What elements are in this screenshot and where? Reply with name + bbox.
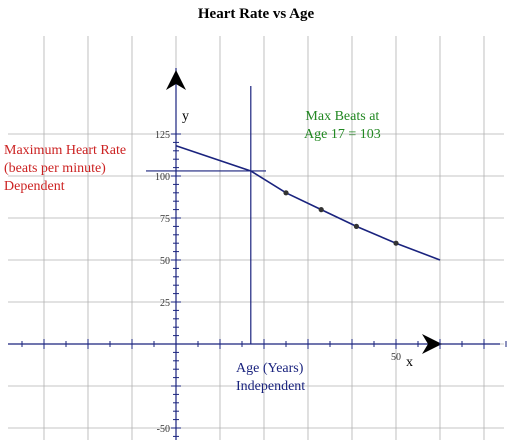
chart-title: Heart Rate vs Age [197,6,315,22]
y-tick-label: 50 [160,256,170,267]
data-point [393,240,399,246]
y-axis-caption-line: Dependent [4,179,65,194]
x-tick-label: 50 [391,352,401,363]
y-axis-caption-line: (beats per minute) [4,161,106,176]
data-point [353,223,359,229]
axes [8,68,507,440]
y-tick-label: -50 [157,424,170,435]
data-point [318,207,324,213]
y-axis-caption-line: Maximum Heart Rate [4,143,127,158]
x-axis-label: x [406,355,413,370]
x-axis-arrowhead [422,334,442,354]
y-tick-label: 125 [155,130,170,141]
y-axis-caption: Maximum Heart Rate (beats per minute) De… [4,142,126,196]
x-axis-caption-line: Independent [236,379,306,394]
x-axis-caption-line: Age (Years) [236,361,304,376]
y-tick-label: 100 [155,172,170,183]
data-marks [146,86,441,344]
y-tick-label: 25 [160,298,170,309]
annotation: Max Beats at Age 17 = 103 [304,108,381,144]
y-tick-label: 75 [160,214,170,225]
x-axis-caption: Age (Years) Independent [236,360,305,396]
annotation-line: Max Beats at [305,109,380,124]
y-axis-arrowhead [166,70,186,90]
y-axis-label: y [182,109,189,124]
data-point [283,190,289,196]
annotation-line: Age 17 = 103 [304,127,381,142]
tick-labels: 125 100 75 50 25 -50 50 x y [155,109,413,435]
